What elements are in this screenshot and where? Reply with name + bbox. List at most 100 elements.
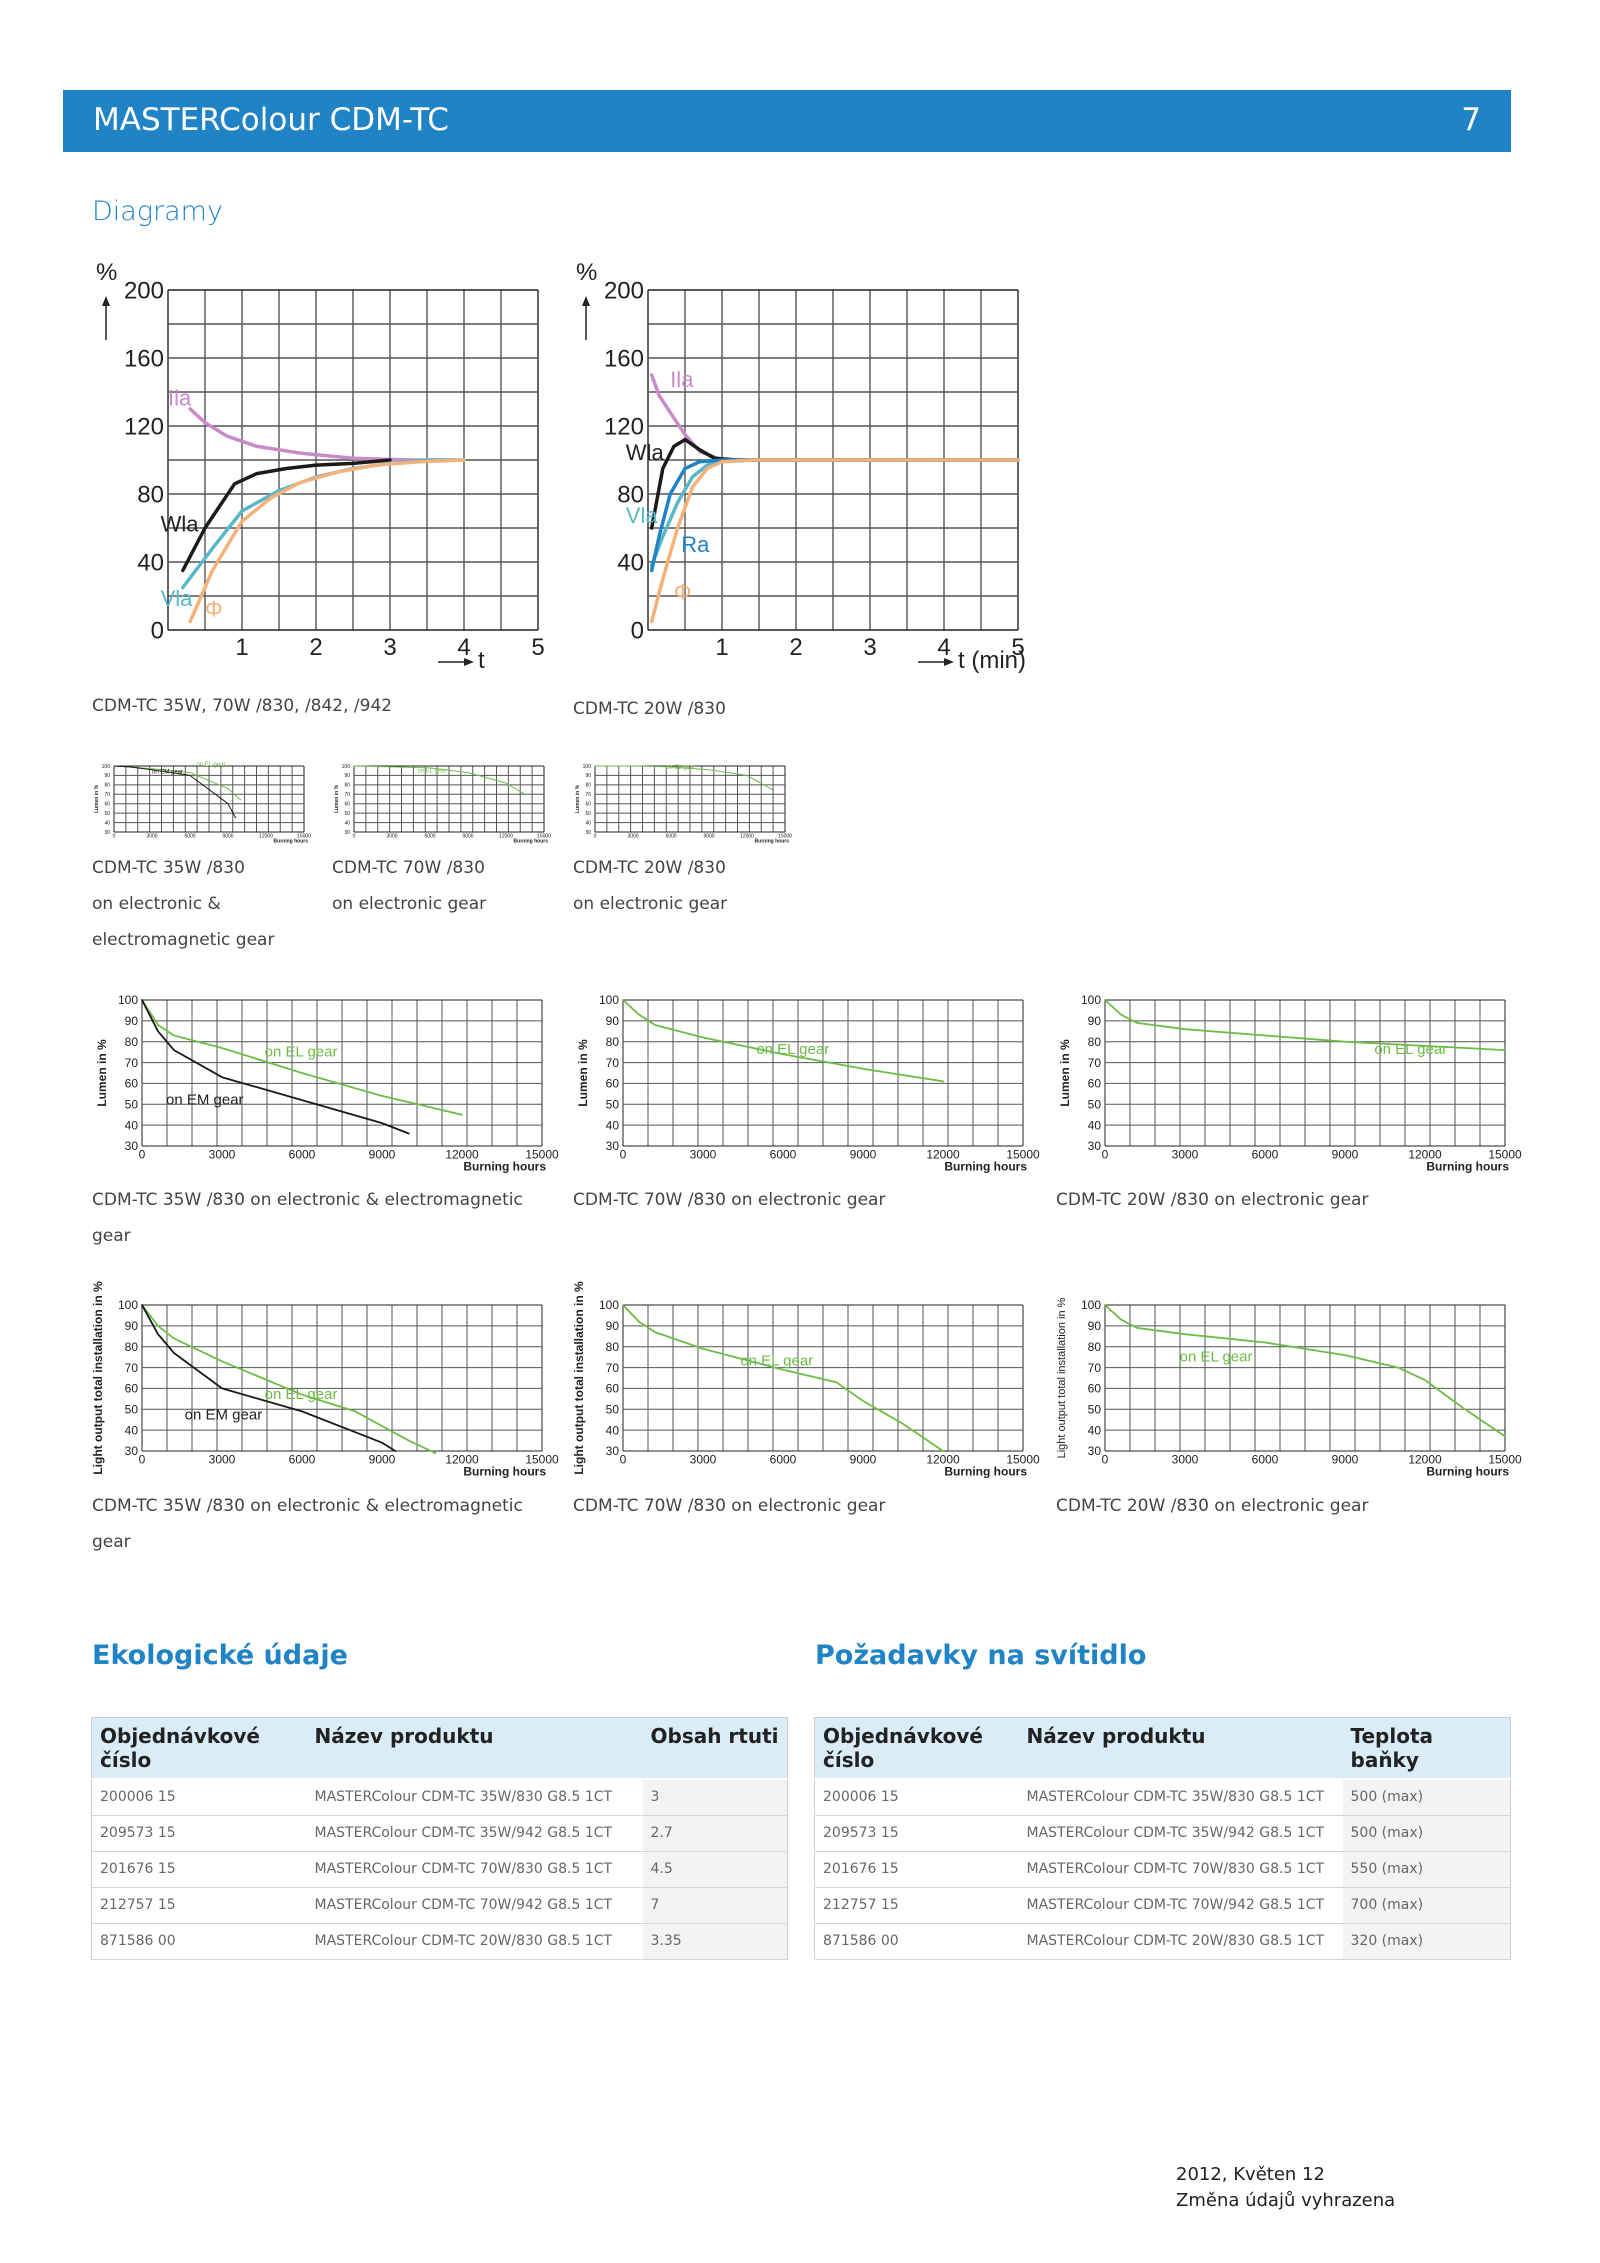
x-tick-label: 4 (937, 634, 950, 661)
column-header: Název produktu (306, 1717, 643, 1780)
light-output-chart-20w: 30 40 50 60 70 80 90 100 0 3000 6000 9000 12000 15000… (1051, 1295, 1522, 1478)
series-line-0 (353, 765, 526, 795)
x-tick-label: 3000 (146, 833, 157, 839)
table-cell: MASTERColour CDM-TC 35W/830 G8.5 1CT (306, 1779, 643, 1816)
y-tick-label: 50 (104, 811, 110, 817)
y-tick-label: 70 (606, 1056, 620, 1070)
y-tick-label: 90 (125, 1319, 139, 1333)
series-line-Φ (649, 458, 1020, 624)
y-tick-label: 80 (344, 783, 350, 789)
table-cell: MASTERColour CDM-TC 70W/830 G8.5 1CT (306, 1851, 643, 1888)
series-label: Ra (681, 532, 710, 557)
caption-lo-20: CDM-TC 20W /830 on electronic gear (1056, 1496, 1369, 1516)
y-tick-label: 60 (104, 801, 110, 807)
y-tick-label: 50 (1088, 1402, 1102, 1416)
x-tick-label: 3000 (690, 1453, 717, 1467)
x-tick-label: 15000 (525, 1453, 559, 1467)
series-line-0 (141, 1304, 437, 1455)
y-tick-label: 40 (617, 549, 644, 576)
x-tick-label: 15000 (297, 833, 311, 839)
y-tick-label: 40 (137, 549, 164, 576)
x-axis-label: Burning hours (1426, 1465, 1509, 1479)
x-tick-label: 0 (620, 1148, 627, 1162)
y-tick-label: 80 (104, 783, 110, 789)
chart-svg: 30 40 50 60 70 80 90 100 0 3000 6000 9000 12000 15000… (575, 764, 792, 845)
series-label: on EL gear (417, 769, 446, 775)
y-tick-label: 60 (1088, 1077, 1102, 1091)
x-tick-label: 12000 (740, 833, 754, 839)
y-tick-label: 30 (585, 830, 591, 836)
table-cell: 320 (max) (1342, 1923, 1511, 1960)
x-tick-label: 6000 (1252, 1148, 1279, 1162)
x-tick-label: 15000 (1006, 1453, 1040, 1467)
table-cell: 209573 15 (91, 1815, 307, 1852)
table-row: 212757 15 MASTERColour CDM-TC 70W/942 G8.… (91, 1887, 788, 1924)
x-tick-label: 2 (789, 634, 802, 661)
y-tick-label: 0 (151, 617, 164, 644)
series-label: Ila (168, 386, 192, 411)
light-output-chart-35w: 30 40 50 60 70 80 90 100 0 3000 6000 9000 12000 15000… (88, 1281, 559, 1479)
y-tick-label: 40 (606, 1118, 620, 1132)
footer: 2012, Květen 12 Změna údajů vyhrazena (1176, 2162, 1395, 2214)
eco-table: Objednávkové číslo Název produktu Obsah … (91, 1717, 788, 1960)
table-cell: 201676 15 (814, 1851, 1019, 1888)
y-tick-label: 40 (1088, 1423, 1102, 1437)
x-tick-label: 12000 (445, 1148, 479, 1162)
x-tick-label: 15000 (1488, 1453, 1522, 1467)
x-tick-label: 12000 (259, 833, 273, 839)
x-axis-label: t (min) (958, 647, 1026, 674)
series-line-1 (113, 765, 237, 819)
y-tick-label: 80 (137, 481, 164, 508)
caption-line: CDM-TC 20W /830 (573, 858, 726, 878)
page-header: MASTERColour CDM-TC 7 (63, 90, 1511, 152)
table-cell: 201676 15 (91, 1851, 307, 1888)
y-tick-label: 30 (125, 1444, 139, 1458)
column-header: Název produktu (1018, 1717, 1343, 1780)
x-tick-label: 3 (383, 634, 396, 661)
x-axis-label: Burning hours (514, 838, 549, 844)
chart-svg: 30 40 50 60 70 80 90 100 0 3000 6000 9000 12000 15000… (95, 993, 559, 1173)
table-cell: MASTERColour CDM-TC 35W/942 G8.5 1CT (1018, 1815, 1343, 1852)
x-tick-label: 0 (139, 1148, 146, 1162)
grid (141, 1304, 543, 1452)
x-tick-label: 0 (620, 1453, 627, 1467)
footer-note: Změna údajů vyhrazena (1176, 2190, 1396, 2211)
table-cell: 550 (max) (1342, 1851, 1511, 1888)
x-tick-label: 6000 (770, 1453, 797, 1467)
table-cell: 700 (max) (1342, 1887, 1511, 1924)
y-tick-label: 90 (585, 773, 591, 779)
y-tick-label: 120 (604, 413, 644, 440)
series-label: Vla (161, 586, 194, 611)
series-label: on EL gear (265, 1043, 338, 1060)
y-axis-label: Lumen in % (1058, 1039, 1072, 1107)
y-tick-label: 200 (604, 277, 644, 304)
series-label: on EL gear (666, 765, 695, 771)
grid (622, 1304, 1024, 1452)
y-tick-label: 70 (1088, 1056, 1102, 1070)
chart-svg: 30 40 50 60 70 80 90 100 0 3000 6000 9000 12000 15000… (576, 993, 1040, 1173)
y-tick-label: 160 (124, 345, 164, 372)
series-label: on EL gear (756, 1041, 829, 1058)
y-axis-label: Lumen in % (334, 784, 340, 813)
y-axis-label: Lumen in % (95, 1039, 109, 1107)
caption-line: on electronic gear (573, 894, 728, 914)
y-tick-label: 90 (104, 773, 110, 779)
y-tick-label: 50 (606, 1402, 620, 1416)
caption-small-70: CDM-TC 70W /830 on electronic gear (332, 850, 486, 922)
series-line-Vla (181, 458, 466, 590)
y-tick-label: 100 (1081, 993, 1101, 1007)
y-tick-label: 40 (585, 820, 591, 826)
y-tick-label: 50 (606, 1097, 620, 1111)
chart-svg: 0 40 80 120 160 200 1 2 3 4 5% t (min) Ila Wla Vla Ra Φ (576, 259, 1026, 674)
x-tick-label: 0 (594, 833, 597, 839)
x-tick-label: 0 (1102, 1453, 1109, 1467)
series-label: Ila (670, 367, 694, 392)
series-label: on EM gear (152, 770, 183, 776)
series-label: Wla (626, 440, 665, 465)
grid (141, 999, 543, 1147)
series-line-1 (141, 999, 410, 1135)
x-tick-label: 2 (309, 634, 322, 661)
x-axis-label: Burning hours (755, 838, 790, 844)
x-tick-label: 6000 (665, 833, 676, 839)
table-cell: MASTERColour CDM-TC 70W/830 G8.5 1CT (1018, 1851, 1343, 1888)
